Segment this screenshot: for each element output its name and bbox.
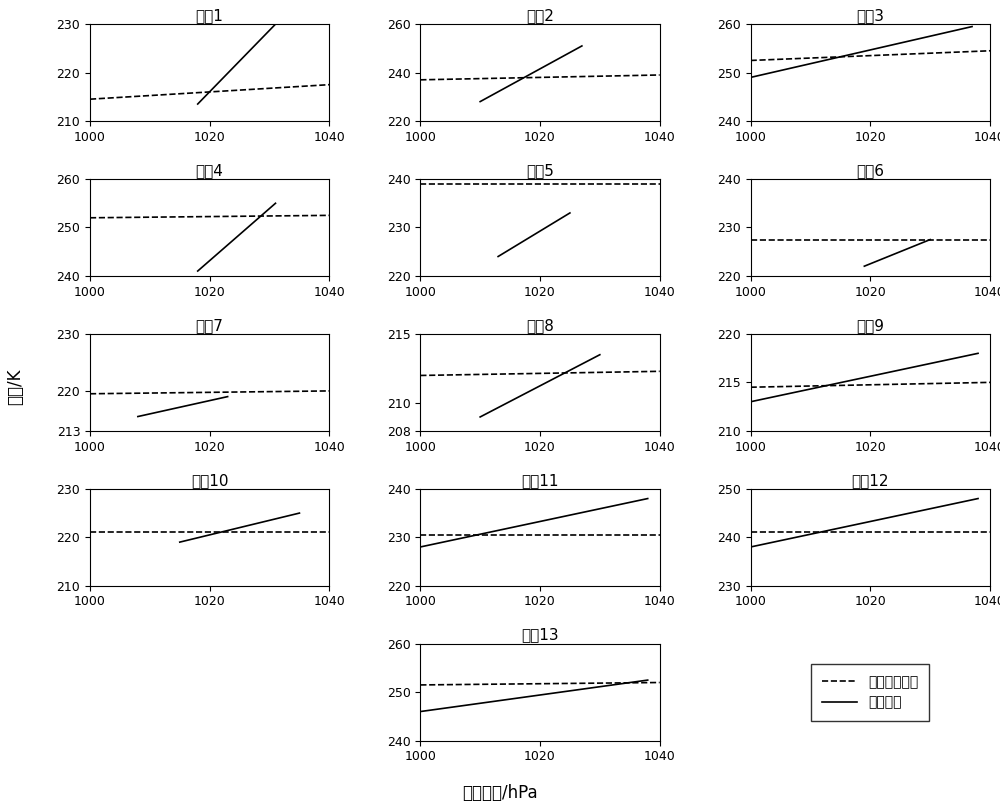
Legend: 人工扰动大气, 自然大气: 人工扰动大气, 自然大气 (811, 663, 929, 720)
Title: 通道9: 通道9 (856, 318, 884, 332)
Title: 通道1: 通道1 (196, 8, 224, 23)
Text: 亮温/K: 亮温/K (6, 368, 24, 405)
Title: 通道12: 通道12 (852, 473, 889, 488)
Title: 通道13: 通道13 (521, 628, 559, 642)
Title: 通道11: 通道11 (521, 473, 559, 488)
Title: 通道3: 通道3 (856, 8, 884, 23)
Title: 通道2: 通道2 (526, 8, 554, 23)
Text: 海面气压/hPa: 海面气压/hPa (462, 784, 538, 802)
Title: 通道8: 通道8 (526, 318, 554, 332)
Title: 通道5: 通道5 (526, 163, 554, 178)
Title: 通道10: 通道10 (191, 473, 228, 488)
Title: 通道4: 通道4 (196, 163, 224, 178)
Title: 通道7: 通道7 (196, 318, 224, 332)
Title: 通道6: 通道6 (856, 163, 884, 178)
